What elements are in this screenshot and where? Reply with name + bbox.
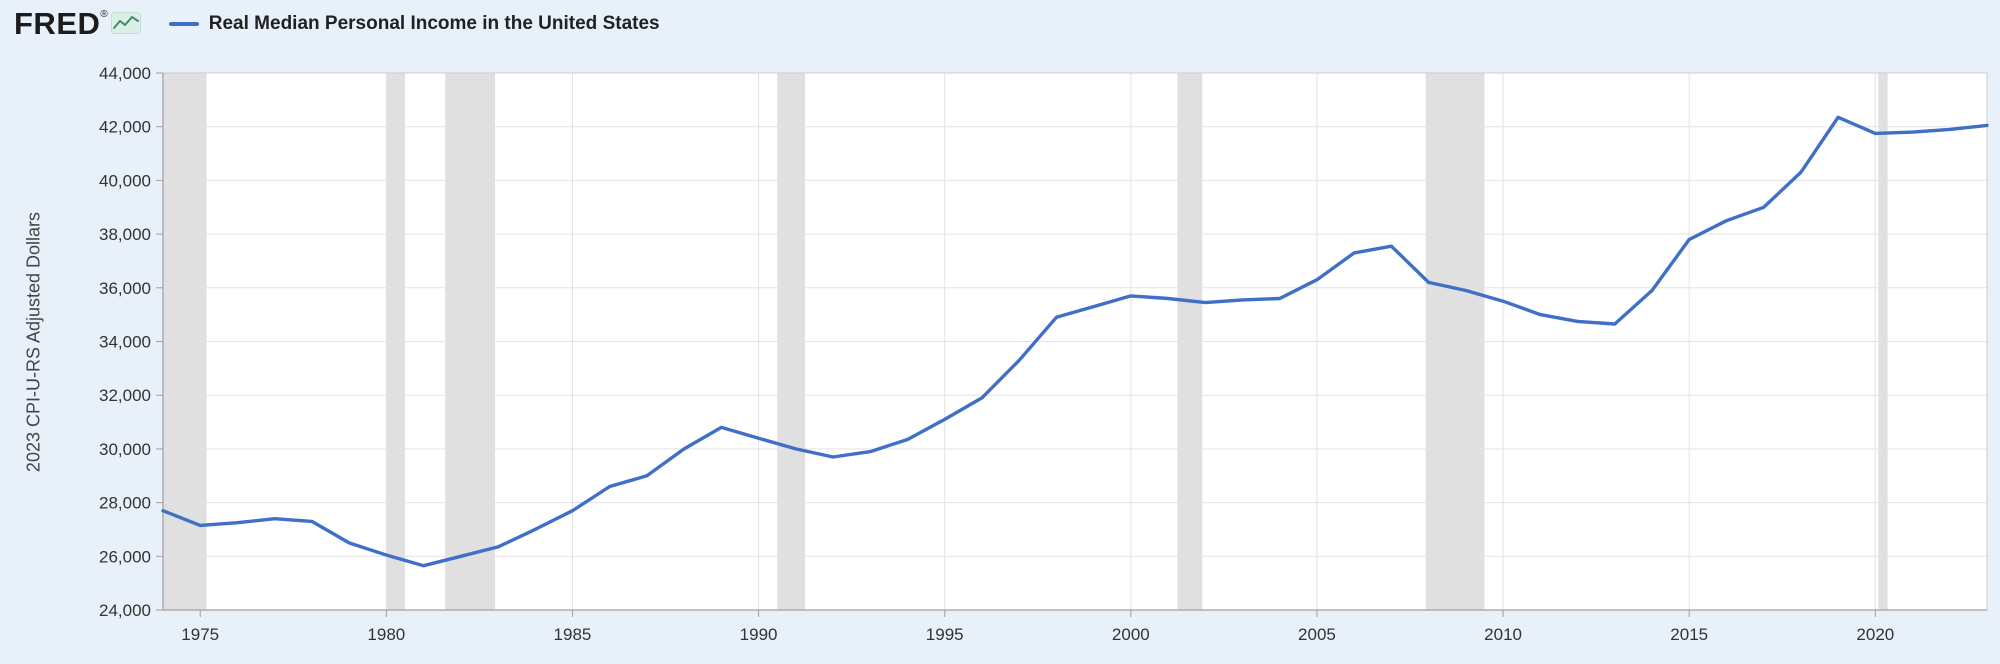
x-tick-label: 1995 — [926, 625, 964, 644]
x-tick-label: 1990 — [740, 625, 778, 644]
fred-logo[interactable]: FRED ® — [14, 8, 141, 39]
x-tick-label: 1975 — [181, 625, 219, 644]
y-tick-label: 42,000 — [99, 118, 151, 137]
chart-canvas[interactable]: 24,000 26,000 28,000 30,000 32,000 34,000 36,0… — [90, 58, 1995, 658]
legend-label: Real Median Personal Income in the Unite… — [208, 12, 660, 34]
y-tick-label: 44,000 — [99, 64, 151, 83]
x-tick-label: 2015 — [1670, 625, 1708, 644]
y-tick-label: 32,000 — [99, 386, 151, 405]
y-tick-label: 36,000 — [99, 279, 151, 298]
fred-logo-chart-icon — [110, 12, 141, 34]
x-tick-label: 2000 — [1112, 625, 1150, 644]
y-tick-label: 34,000 — [99, 333, 151, 352]
registered-trademark: ® — [100, 9, 108, 20]
chart-header: FRED ® Real Median Personal Income in th… — [14, 8, 660, 39]
y-tick-label: 24,000 — [99, 601, 151, 620]
y-tick-label: 30,000 — [99, 440, 151, 459]
x-tick-label: 1985 — [554, 625, 592, 644]
y-tick-label: 38,000 — [99, 225, 151, 244]
legend-line-swatch — [168, 21, 199, 26]
y-tick-label: 28,000 — [99, 494, 151, 513]
x-tick-label: 2005 — [1298, 625, 1336, 644]
fred-logo-text: FRED — [14, 6, 101, 41]
chart-plot: 24,000 26,000 28,000 30,000 32,000 34,000 36,0… — [90, 58, 1995, 658]
x-tick-label: 2020 — [1856, 625, 1894, 644]
chart-legend: Real Median Personal Income in the Unite… — [168, 12, 660, 35]
x-tick-label: 1980 — [367, 625, 405, 644]
x-tick-label: 2010 — [1484, 625, 1522, 644]
series-line — [161, 115, 1989, 568]
y-axis-label: 2023 CPI-U-RS Adjusted Dollars — [23, 211, 44, 473]
y-tick-label: 40,000 — [99, 171, 151, 190]
y-tick-label: 26,000 — [99, 547, 151, 566]
